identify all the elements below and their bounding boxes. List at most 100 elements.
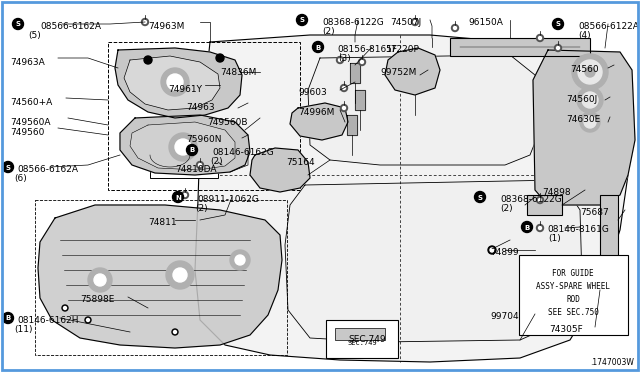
Text: (2): (2) [195,204,207,213]
Text: S: S [6,164,10,170]
Circle shape [538,199,541,202]
Circle shape [186,144,198,155]
Bar [326,320,398,358]
Circle shape [184,193,186,196]
Polygon shape [385,48,440,95]
Circle shape [585,67,595,77]
Polygon shape [347,115,357,135]
Polygon shape [285,180,582,342]
Text: (1): (1) [548,234,561,243]
Circle shape [538,227,541,230]
Text: 74898: 74898 [542,188,571,197]
Polygon shape [124,56,220,110]
Bar [108,42,300,190]
Bar [335,328,385,340]
Circle shape [173,192,184,202]
Circle shape [173,330,177,334]
Circle shape [342,106,346,109]
Circle shape [312,42,323,52]
Circle shape [337,57,344,64]
Circle shape [85,317,91,323]
Text: 08146-8161G: 08146-8161G [547,225,609,234]
Text: 74996M: 74996M [298,108,334,117]
Text: 75687: 75687 [580,208,609,217]
Text: 74963A: 74963A [10,58,45,67]
Circle shape [572,54,608,90]
Text: 749560B: 749560B [207,118,248,127]
Text: 749560: 749560 [10,128,44,137]
Circle shape [557,46,559,49]
Polygon shape [290,103,348,140]
Text: 75960N: 75960N [186,135,221,144]
Text: 74305F: 74305F [549,325,583,334]
Circle shape [339,58,342,61]
Text: 08156-8161F: 08156-8161F [337,45,397,54]
Circle shape [62,305,68,311]
Circle shape [584,116,596,128]
Circle shape [580,112,600,132]
Text: (2): (2) [210,157,223,166]
Text: 74560: 74560 [570,65,598,74]
Text: FOR GUIDE
ASSY-SPARE WHEEL
ROD
SEE SEC.750: FOR GUIDE ASSY-SPARE WHEEL ROD SEE SEC.7… [536,269,610,317]
Circle shape [86,318,90,321]
Circle shape [88,268,112,292]
Circle shape [454,26,456,29]
Circle shape [230,250,250,270]
Circle shape [360,61,364,64]
Circle shape [169,133,197,161]
Text: 99704: 99704 [490,312,518,321]
Bar [527,195,562,215]
Bar [450,38,590,56]
Circle shape [3,161,13,173]
Text: S: S [300,17,305,23]
Text: 08566-6122A: 08566-6122A [578,22,639,31]
Circle shape [538,36,541,39]
Polygon shape [120,115,250,175]
Text: 749560A: 749560A [10,118,51,127]
Polygon shape [195,35,628,362]
Text: (5): (5) [28,31,41,40]
Text: 75898E: 75898E [80,295,115,304]
Circle shape [216,54,224,62]
Circle shape [3,312,13,324]
Circle shape [143,20,147,23]
Polygon shape [308,55,540,165]
Circle shape [196,161,204,169]
Text: B: B [316,45,321,51]
Circle shape [536,224,543,231]
Text: 57220P: 57220P [385,45,419,54]
Text: 08566-6162A: 08566-6162A [17,165,78,174]
Polygon shape [250,148,310,192]
Text: B: B [189,148,195,154]
Circle shape [358,58,365,65]
Text: 74961Y: 74961Y [168,85,202,94]
Circle shape [340,105,348,112]
Circle shape [296,15,307,26]
Polygon shape [115,48,242,118]
Text: 08146-6162G: 08146-6162G [212,148,274,157]
Circle shape [554,45,561,51]
Circle shape [166,261,194,289]
Text: B: B [5,315,11,321]
Bar [35,200,287,355]
Circle shape [167,74,183,90]
Polygon shape [533,50,635,205]
Circle shape [578,60,602,84]
Text: SEC.749: SEC.749 [347,340,377,346]
Text: (3): (3) [338,54,351,63]
Circle shape [182,192,189,199]
Text: 08146-6162H: 08146-6162H [17,316,79,325]
Text: 74630E: 74630E [566,115,600,124]
Text: B: B [524,224,530,231]
Text: S: S [477,195,483,201]
Circle shape [413,20,417,23]
Text: (2): (2) [322,27,335,36]
Circle shape [474,192,486,202]
Circle shape [536,196,543,203]
Circle shape [412,19,419,26]
Text: 74811: 74811 [148,218,177,227]
Circle shape [235,255,245,265]
Text: 74560J: 74560J [566,95,597,104]
Circle shape [488,246,496,254]
Bar [519,255,628,335]
